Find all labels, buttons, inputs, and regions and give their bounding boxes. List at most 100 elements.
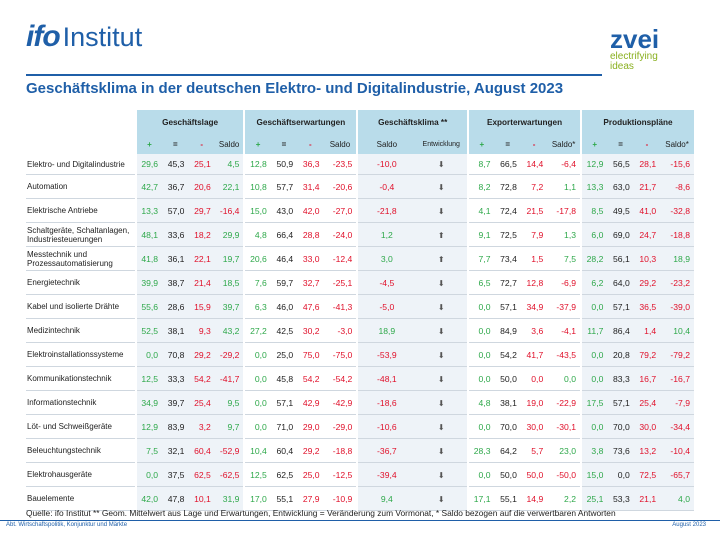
value-cell: -10,6 [356,414,416,439]
value-cell: -18,6 [356,390,416,415]
value-cell: 28,3 [467,438,495,463]
value-cell: -17,8 [547,198,581,223]
table-corner [26,110,136,134]
value-cell: 32,1 [162,438,189,463]
value-cell: 75,0 [297,342,324,367]
value-cell: -18,8 [323,438,358,463]
value-cell: 20,8 [607,342,634,367]
value-cell: 43,0 [270,198,298,223]
value-cell: -20,6 [323,174,358,199]
arrow-down-icon: ⬇ [437,160,445,169]
value-cell: 10,1 [188,486,215,511]
value-cell: -29,2 [214,342,245,367]
table-row: Medizintechnik 52,5 38,1 9,3 43,2 27,2 42,5 30,… [26,318,694,343]
value-cell: -23,2 [660,270,694,295]
value-cell: -12,4 [323,246,358,271]
value-cell: 59,7 [270,270,298,295]
value-cell: 47,6 [297,294,324,319]
column-header: Entwicklung [415,134,469,154]
value-cell: -4,5 [356,270,416,295]
value-cell: 6,5 [467,270,495,295]
footnote: Quelle: ifo Institut ** Geom. Mittelwert… [26,508,616,518]
value-cell: 62,5 [188,462,215,487]
group-header: Geschäftserwartungen [243,110,358,134]
value-cell: 66,4 [270,222,298,247]
arrow-down-icon: ⬇ [437,278,445,288]
value-cell: 34,9 [134,390,163,415]
value-cell: 12,8 [243,154,271,175]
value-cell: 57,0 [162,198,189,223]
value-cell: 24,7 [633,222,661,247]
value-cell: 57,1 [270,390,298,415]
value-cell: 43,2 [214,318,245,343]
value-cell: 7,7 [467,246,495,271]
value-cell: -25,1 [323,270,358,295]
column-header: = [494,134,521,154]
value-cell: 7,9 [520,222,548,247]
value-cell: 0,0 [579,294,608,319]
row-label: Kommunikationstechnik [27,374,112,383]
value-cell: 31,4 [297,174,324,199]
footer-date: August 2023 [672,522,706,528]
value-cell: -54,2 [323,366,358,391]
value-cell: 29,7 [188,198,215,223]
value-cell: -36,7 [356,438,416,463]
value-cell: 42,7 [134,174,163,199]
value-cell: 29,6 [134,154,163,175]
value-cell: 46,0 [270,294,298,319]
row-label: Elektroinstallationssysteme [27,350,124,359]
value-cell: 31,9 [214,486,245,511]
value-cell: 30,0 [633,414,661,439]
trend-cell: ⬇ [415,414,469,439]
value-cell: -6,4 [547,154,581,175]
value-cell: 17,5 [579,390,608,415]
value-cell: 72,4 [494,198,521,223]
value-cell: 70,8 [162,342,189,367]
value-cell: 64,0 [607,270,634,295]
value-cell: -12,5 [323,462,358,487]
value-cell: 3,6 [520,318,548,343]
group-header: Geschäftsklima ** [356,110,469,134]
value-cell: -21,8 [356,198,416,223]
zvei-logo-mark: zvei [610,24,660,54]
value-cell: 0,0 [134,462,163,487]
value-cell: 33,0 [297,246,324,271]
value-cell: 10,3 [633,246,661,271]
value-cell: 14,9 [520,486,548,511]
value-cell: 28,8 [297,222,324,247]
row-label: Elektrohausgeräte [27,470,92,479]
row-label: Informationstechnik [27,398,97,407]
value-cell: 1,3 [547,222,581,247]
column-header: - [188,134,215,154]
value-cell: 12,8 [520,270,548,295]
value-cell: 0,0 [467,414,495,439]
table-row: Elektrische Antriebe 13,3 57,0 29,7 -16,4 15,… [26,198,694,223]
value-cell: 38,1 [494,390,521,415]
value-cell: 0,0 [579,366,608,391]
trend-cell: ⬇ [415,366,469,391]
value-cell: 34,9 [520,294,548,319]
arrow-down-icon: ⬇ [437,494,445,504]
value-cell: -15,6 [660,154,694,175]
value-cell: 9,3 [188,318,215,343]
row-label: Kabel und isolierte Drähte [27,302,120,311]
value-cell: 50,9 [270,154,298,175]
footer-divider [0,520,720,521]
value-cell: 25,1 [579,486,608,511]
value-cell: -5,0 [356,294,416,319]
value-cell: 64,2 [494,438,521,463]
value-cell: 11,7 [579,318,608,343]
value-cell: 83,3 [607,366,634,391]
value-cell: 84,9 [494,318,521,343]
value-cell: 25,4 [633,390,661,415]
value-cell: 15,0 [579,462,608,487]
value-cell: 71,0 [270,414,298,439]
column-header: = [607,134,634,154]
value-cell: 13,2 [633,438,661,463]
value-cell: -8,6 [660,174,694,199]
value-cell: 25,4 [188,390,215,415]
value-cell: 0,0 [243,366,271,391]
row-label: Löt- und Schweißgeräte [27,422,112,431]
value-cell: 18,9 [660,246,694,271]
value-cell: 4,8 [467,390,495,415]
